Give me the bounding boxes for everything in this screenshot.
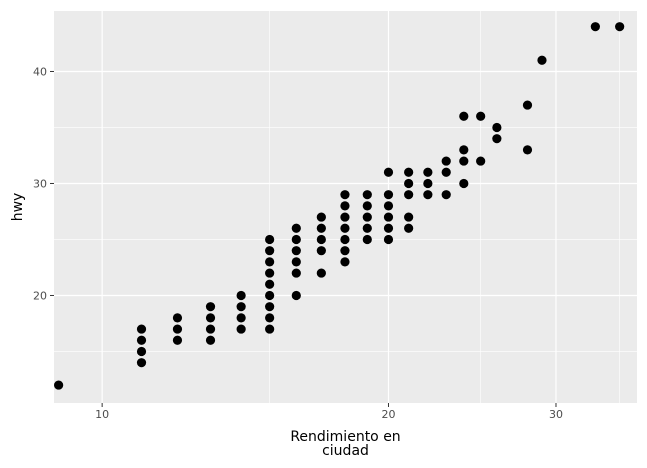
data-point: [459, 156, 469, 166]
data-point: [291, 223, 301, 233]
data-point: [459, 145, 469, 155]
data-point: [340, 246, 350, 256]
data-point: [423, 167, 433, 177]
data-point: [291, 257, 301, 267]
data-point: [172, 313, 183, 323]
data-point: [423, 190, 433, 200]
data-point: [404, 212, 414, 222]
data-point: [615, 22, 625, 32]
data-point: [265, 246, 275, 256]
data-point: [441, 190, 451, 200]
data-point: [476, 111, 486, 121]
data-point: [265, 268, 275, 278]
data-point: [340, 223, 350, 233]
data-point: [362, 201, 372, 211]
data-point: [404, 190, 414, 200]
data-point: [383, 212, 394, 222]
data-point: [522, 100, 533, 110]
data-point: [236, 324, 246, 334]
data-point: [362, 190, 372, 200]
data-point: [265, 257, 275, 267]
data-point: [590, 22, 600, 32]
data-point: [476, 156, 486, 166]
x-axis-title-line-1: Rendimiento en: [290, 429, 400, 445]
data-point: [383, 234, 394, 245]
data-point: [136, 346, 147, 357]
data-point: [205, 313, 216, 323]
data-point: [291, 246, 301, 256]
data-point: [340, 234, 350, 245]
data-point: [492, 134, 502, 144]
data-point: [383, 223, 394, 233]
data-point: [459, 111, 469, 121]
data-point: [362, 234, 372, 245]
data-point: [236, 290, 246, 301]
data-point: [492, 122, 502, 133]
data-point: [404, 167, 414, 177]
data-point: [265, 302, 275, 312]
data-point: [291, 268, 301, 278]
x-tick-label: 10: [95, 408, 109, 421]
data-point: [205, 335, 216, 345]
data-point: [291, 290, 301, 301]
x-tick-label: 20: [381, 408, 395, 421]
data-point: [383, 201, 394, 211]
data-point: [362, 223, 372, 233]
data-point: [265, 234, 275, 245]
data-point: [441, 156, 451, 166]
data-point: [423, 178, 433, 189]
data-point: [383, 167, 394, 177]
data-points: [54, 22, 625, 390]
data-point: [172, 324, 183, 334]
data-point: [404, 178, 414, 189]
data-point: [54, 380, 64, 390]
x-tick-label: 30: [549, 408, 563, 421]
data-point: [340, 257, 350, 267]
data-point: [265, 313, 275, 323]
data-point: [362, 212, 372, 222]
data-point: [316, 234, 326, 245]
data-point: [291, 234, 301, 245]
data-point: [136, 358, 147, 368]
data-point: [236, 313, 246, 323]
data-point: [205, 302, 216, 312]
x-axis-title-line-2: ciudad: [322, 443, 369, 459]
data-point: [537, 55, 547, 65]
data-point: [441, 167, 451, 177]
data-point: [205, 324, 216, 334]
y-tick-label: 30: [33, 177, 47, 190]
data-point: [265, 324, 275, 334]
data-point: [136, 324, 147, 334]
data-point: [340, 201, 350, 211]
data-point: [340, 190, 350, 200]
y-axis-title: hwy: [10, 193, 26, 222]
data-point: [236, 302, 246, 312]
data-point: [316, 246, 326, 256]
data-point: [459, 178, 469, 189]
data-point: [316, 268, 326, 278]
data-point: [340, 212, 350, 222]
data-point: [172, 335, 183, 345]
axes: 10 20 30 20 30 40: [33, 65, 563, 421]
data-point: [404, 223, 414, 233]
data-point: [136, 335, 147, 345]
data-point: [265, 290, 275, 301]
data-point: [316, 212, 326, 222]
data-point: [316, 223, 326, 233]
data-point: [522, 145, 533, 155]
y-tick-label: 20: [33, 289, 47, 302]
data-point: [383, 190, 394, 200]
data-point: [265, 279, 275, 289]
y-tick-label: 40: [33, 65, 47, 78]
